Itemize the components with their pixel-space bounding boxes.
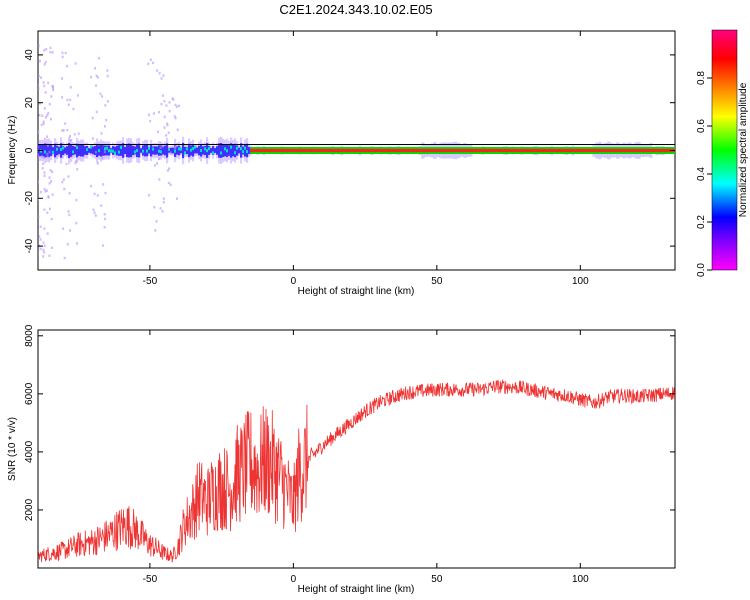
spectrogram-panel: -50 0 50 100 -40 -20 0 20 40 Height of straight… bbox=[7, 30, 676, 297]
x-tick-label: 50 bbox=[431, 574, 443, 585]
x-tick-label: 50 bbox=[431, 276, 443, 287]
spectrogram-marks bbox=[38, 44, 675, 260]
y-tick-label: 2000 bbox=[24, 498, 35, 521]
snr-x-axis: -50 0 50 100 bbox=[143, 330, 589, 585]
colorbar-ticks: 0.0 0.2 0.4 0.6 0.8 bbox=[696, 71, 712, 277]
colorbar-gradient bbox=[711, 29, 738, 271]
snr-series-line bbox=[38, 379, 675, 563]
colorbar-tick-label: 0.2 bbox=[696, 215, 707, 229]
colorbar-label: Normalized spectral amplitude bbox=[738, 82, 749, 217]
x-tick-label: 100 bbox=[572, 574, 589, 585]
y-tick-label: -40 bbox=[24, 238, 35, 253]
x-tick-label: -50 bbox=[143, 574, 158, 585]
snr-frame bbox=[37, 329, 676, 569]
x-tick-label: 0 bbox=[291, 574, 297, 585]
colorbar-tick-label: 0.6 bbox=[696, 119, 707, 133]
colorbar-tick-label: 0.8 bbox=[696, 71, 707, 85]
snr-x-label: Height of straight line (km) bbox=[298, 584, 415, 595]
y-tick-label: -20 bbox=[24, 191, 35, 206]
spectrogram-y-label: Frequency (Hz) bbox=[7, 116, 18, 185]
y-tick-label: 40 bbox=[24, 49, 35, 61]
y-tick-label: 8000 bbox=[24, 324, 35, 347]
y-tick-label: 6000 bbox=[24, 382, 35, 405]
colorbar-tick-label: 0.4 bbox=[696, 167, 707, 181]
x-tick-label: 0 bbox=[291, 276, 297, 287]
spectrogram-x-label: Height of straight line (km) bbox=[298, 286, 415, 297]
spectrogram-x-axis: -50 0 50 100 bbox=[143, 31, 589, 287]
y-tick-label: 0 bbox=[24, 147, 35, 153]
x-tick-label: 100 bbox=[572, 276, 589, 287]
snr-y-label: SNR (10 * v/v) bbox=[7, 417, 18, 481]
spectrogram-ridge-core bbox=[250, 148, 675, 153]
snr-panel: -50 0 50 100 2000 4000 6000 8000 Height of str… bbox=[7, 324, 676, 595]
spectrogram-sparse-points bbox=[38, 44, 181, 260]
colorbar: 0.0 0.2 0.4 0.6 0.8 Normalized spectral ampl… bbox=[696, 29, 749, 277]
spectrogram-y-axis: -40 -20 0 20 40 bbox=[24, 49, 675, 253]
snr-y-axis: 2000 4000 6000 8000 bbox=[24, 324, 675, 521]
y-tick-label: 20 bbox=[24, 97, 35, 109]
colorbar-tick-label: 0.0 bbox=[696, 263, 707, 277]
y-tick-label: 4000 bbox=[24, 440, 35, 463]
page-title: C2E1.2024.343.10.02.E05 bbox=[279, 2, 432, 17]
x-tick-label: -50 bbox=[143, 276, 158, 287]
